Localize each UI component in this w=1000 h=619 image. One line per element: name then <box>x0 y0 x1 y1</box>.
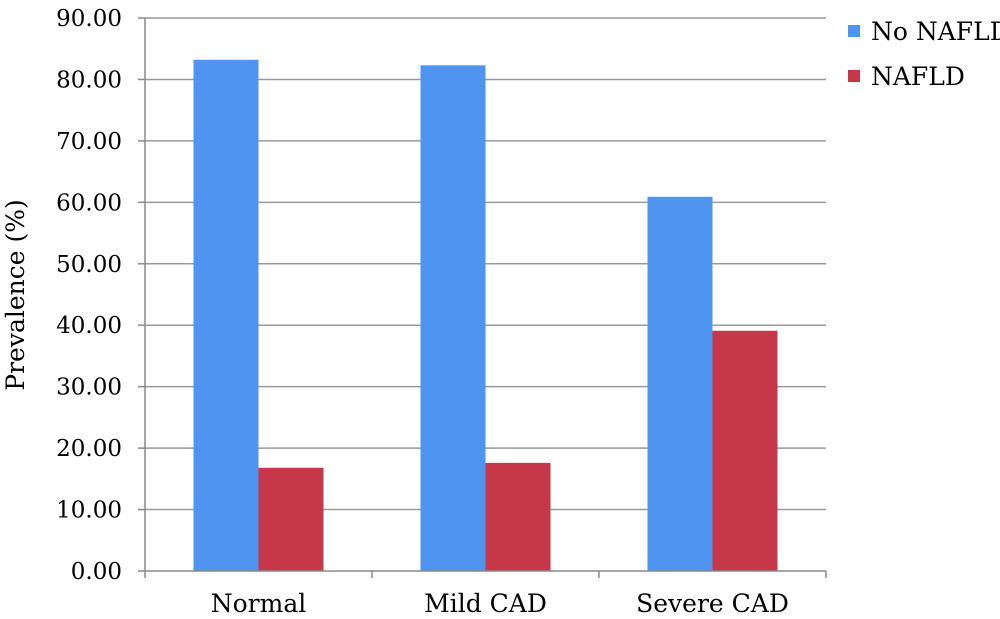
bar-no-nafld <box>420 65 486 571</box>
axes <box>144 18 826 572</box>
legend-swatch <box>848 25 860 37</box>
y-axis-title: Prevalence (%) <box>1 199 30 391</box>
y-tick-label: 90.00 <box>56 6 122 32</box>
y-tick-label: 80.00 <box>56 67 122 93</box>
legend: No NAFLD NAFLD <box>848 17 1000 91</box>
x-tick-label: Severe CAD <box>636 589 789 618</box>
y-tick-label: 20.00 <box>56 436 122 462</box>
x-tick-labels: Normal Mild CAD Severe CAD <box>144 571 827 618</box>
x-tick-label: Mild CAD <box>424 589 547 618</box>
legend-label: No NAFLD <box>871 17 1000 46</box>
x-tick-label: Normal <box>211 589 306 618</box>
bar-nafld <box>712 330 778 571</box>
legend-label: NAFLD <box>871 62 965 91</box>
y-tick-label: 60.00 <box>56 190 122 216</box>
y-tick-label: 30.00 <box>56 375 122 401</box>
bar-no-nafld <box>647 196 713 571</box>
bar-nafld <box>485 462 551 571</box>
bar-no-nafld <box>193 59 259 571</box>
bar-nafld <box>258 467 324 571</box>
y-tick-labels: 0.00 10.00 20.00 30.00 40.00 50.00 60.00 70.00 8… <box>56 6 145 585</box>
y-tick-label: 10.00 <box>56 498 122 524</box>
y-tick-label: 50.00 <box>56 252 122 278</box>
y-tick-label: 70.00 <box>56 129 122 155</box>
y-tick-label: 40.00 <box>56 313 122 339</box>
y-tick-label: 0.00 <box>71 559 122 585</box>
bars <box>193 59 778 571</box>
legend-swatch <box>848 70 860 82</box>
